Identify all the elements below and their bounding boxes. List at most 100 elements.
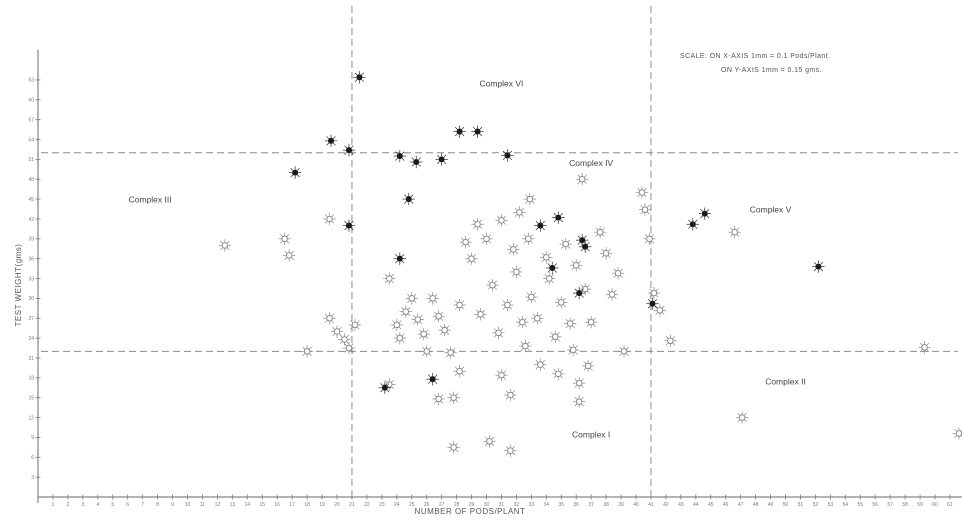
open-point <box>952 427 962 440</box>
open-point <box>567 343 580 357</box>
y-tick-label: 57 <box>28 117 34 123</box>
filled-point <box>378 381 392 394</box>
open-point <box>525 290 538 304</box>
x-tick-label: 6 <box>126 502 129 508</box>
x-tick-label: 47 <box>738 502 744 508</box>
open-point <box>411 313 424 326</box>
open-point <box>390 318 403 332</box>
filled-point <box>342 143 356 157</box>
open-point <box>593 226 607 239</box>
open-point <box>453 298 466 312</box>
open-point <box>635 186 649 199</box>
y-tick-label: 48 <box>28 177 34 183</box>
x-tick-label: 58 <box>902 502 908 508</box>
filled-point <box>353 71 366 84</box>
x-tick-label: 37 <box>588 502 594 508</box>
open-point <box>399 305 412 318</box>
open-point <box>342 341 356 355</box>
open-point <box>572 376 586 390</box>
y-tick-label: 27 <box>28 316 34 322</box>
filled-point <box>578 240 592 253</box>
open-point <box>918 341 931 354</box>
x-tick-label: 26 <box>424 502 430 508</box>
open-point <box>447 441 460 454</box>
x-tick-label: 49 <box>768 502 774 508</box>
x-tick-label: 13 <box>230 502 236 508</box>
open-point <box>417 327 430 341</box>
x-tick-label: 29 <box>469 502 475 508</box>
open-point <box>664 334 677 347</box>
x-tick-label: 32 <box>514 502 520 508</box>
x-tick-label: 45 <box>708 502 714 508</box>
x-tick-label: 48 <box>753 502 759 508</box>
x-tick-label: 22 <box>364 502 370 508</box>
open-point <box>405 292 418 305</box>
open-point <box>540 251 553 264</box>
filled-point <box>393 149 406 163</box>
y-tick-label: 36 <box>28 256 34 262</box>
open-point <box>282 249 296 262</box>
y-tick-label: 42 <box>28 217 34 223</box>
y-tick-label: 15 <box>28 396 34 402</box>
filled-point <box>698 207 711 220</box>
x-tick-label: 61 <box>947 502 953 508</box>
open-point <box>564 317 577 330</box>
x-tick-label: 14 <box>245 502 251 508</box>
open-point <box>728 226 741 239</box>
x-tick-label: 18 <box>304 502 310 508</box>
filled-point <box>552 211 565 224</box>
x-tick-label: 50 <box>783 502 789 508</box>
y-tick-label: 18 <box>28 376 34 382</box>
region-label: Complex V <box>750 204 792 214</box>
x-tick-label: 11 <box>200 502 205 508</box>
x-tick-label: 59 <box>917 502 923 508</box>
region-label: Complex VI <box>479 79 523 89</box>
open-point <box>653 304 667 317</box>
scale-note-line1: SCALE: ON X-AXIS 1mm = 0.1 Pods/Plant. <box>680 53 830 60</box>
filled-point <box>288 166 302 179</box>
x-tick-label: 41 <box>648 502 654 508</box>
open-point <box>447 391 460 404</box>
x-tick-label: 44 <box>693 502 699 508</box>
x-tick-label: 36 <box>573 502 579 508</box>
x-tick-label: 16 <box>274 502 280 508</box>
complex-dividers <box>41 6 958 495</box>
y-tick-label: 12 <box>28 415 34 421</box>
open-point <box>534 358 547 371</box>
open-point <box>300 345 314 358</box>
x-tick-label: 54 <box>843 502 849 508</box>
x-tick-label: 43 <box>678 502 684 508</box>
axes: 1 2 3 4 5 6 7 8 9 10 11 12 13 14 15 16 17 18 19 20 21 22 23 24 2… <box>28 49 962 508</box>
open-point <box>513 206 526 219</box>
x-tick-label: 24 <box>394 502 400 508</box>
y-tick-label: 54 <box>28 137 34 143</box>
open-point <box>510 265 523 279</box>
x-tick-label: 60 <box>932 502 938 508</box>
open-point <box>426 292 439 305</box>
open-point <box>348 318 362 332</box>
open-point <box>501 298 514 312</box>
open-point <box>647 286 661 300</box>
filled-point <box>534 219 547 232</box>
x-tick-label: 51 <box>798 502 804 508</box>
x-tick-label: 28 <box>454 502 460 508</box>
open-point <box>570 259 583 272</box>
x-tick-label: 9 <box>171 502 174 508</box>
x-tick-label: 46 <box>723 502 729 508</box>
region-label: Complex I <box>572 429 610 439</box>
x-tick-label: 42 <box>663 502 669 508</box>
open-point <box>495 214 508 227</box>
x-tick-label: 57 <box>887 502 893 508</box>
x-tick-label: 27 <box>439 502 445 508</box>
y-tick-label: 45 <box>28 197 34 203</box>
x-tick-label: 21 <box>349 502 355 508</box>
open-point <box>522 232 535 246</box>
open-point <box>323 312 336 325</box>
filled-point <box>453 125 466 138</box>
x-tick-label: 25 <box>409 502 415 508</box>
x-tick-label: 38 <box>603 502 609 508</box>
y-tick-label: 6 <box>31 455 34 461</box>
region-label: Complex IV <box>569 158 613 168</box>
x-tick-label: 19 <box>319 502 325 508</box>
open-point <box>581 359 595 373</box>
